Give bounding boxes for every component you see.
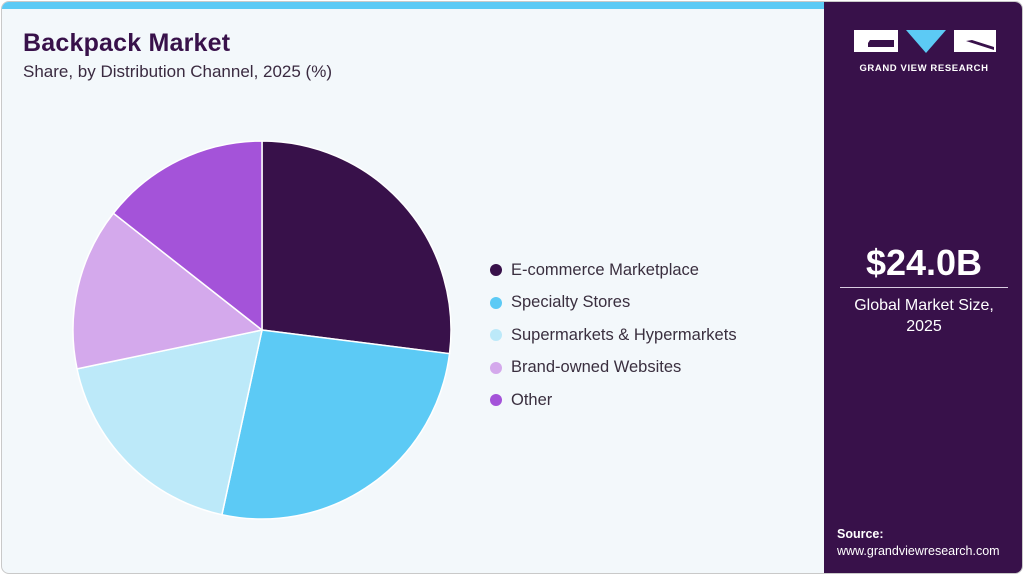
legend-item: Supermarkets & Hypermarkets bbox=[490, 319, 737, 352]
market-size-value: $24.0B bbox=[865, 242, 983, 283]
pie-slice-brand-owned-websites bbox=[72, 212, 264, 370]
legend-item: Other bbox=[490, 384, 737, 417]
pie-chart bbox=[72, 140, 452, 520]
divider bbox=[840, 287, 1008, 288]
legend-dot-icon bbox=[490, 296, 502, 309]
source-link[interactable]: www.grandviewresearch.com bbox=[837, 544, 1000, 558]
legend-label: E-commerce Marketplace bbox=[511, 260, 699, 279]
source-label: Source: bbox=[837, 527, 884, 541]
chart-legend: E-commerce Marketplace Specialty Stores Su… bbox=[490, 254, 737, 417]
market-size-label-line2: 2025 bbox=[906, 318, 942, 335]
chart-title: Backpack Market bbox=[23, 29, 231, 57]
legend-dot-icon bbox=[490, 264, 502, 277]
legend-dot-icon bbox=[490, 361, 502, 374]
legend-label: Brand-owned Websites bbox=[511, 358, 682, 377]
legend-item: E-commerce Marketplace bbox=[490, 254, 737, 287]
legend-label: Supermarkets & Hypermarkets bbox=[511, 325, 737, 344]
pie-slice-other bbox=[112, 140, 263, 332]
legend-label: Specialty Stores bbox=[511, 293, 631, 312]
legend-item: Specialty Stores bbox=[490, 287, 737, 320]
accent-bar bbox=[2, 2, 824, 9]
chart-subtitle: Share, by Distribution Channel, 2025 (%) bbox=[23, 62, 332, 81]
legend-item: Brand-owned Websites bbox=[490, 352, 737, 385]
market-size-label-line1: Global Market Size, bbox=[854, 297, 994, 314]
market-size-label: Global Market Size, 2025 bbox=[824, 295, 1022, 337]
legend-dot-icon bbox=[490, 329, 502, 342]
legend-label: Other bbox=[511, 390, 553, 409]
pie-slice-e-commerce-marketplace bbox=[261, 140, 452, 355]
grand-view-research-logo-icon bbox=[854, 30, 996, 53]
legend-dot-icon bbox=[490, 394, 502, 407]
pie-slice-specialty-stores bbox=[221, 329, 451, 520]
side-panel: GRAND VIEW RESEARCH $24.0B Global Market… bbox=[824, 2, 1022, 573]
pie-slice-supermarkets-hypermarkets bbox=[76, 329, 263, 516]
logo-text: GRAND VIEW RESEARCH bbox=[859, 63, 989, 74]
